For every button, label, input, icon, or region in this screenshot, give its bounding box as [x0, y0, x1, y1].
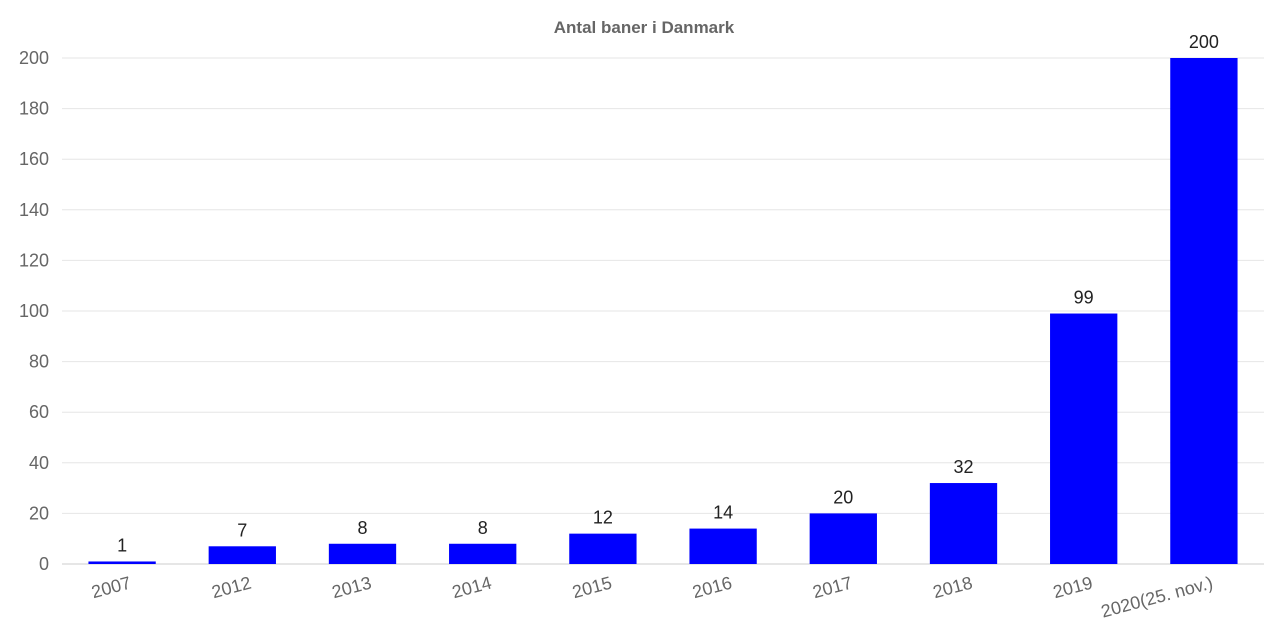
data-label: 99	[1074, 288, 1094, 308]
y-tick-label: 0	[39, 554, 49, 574]
data-label: 200	[1189, 32, 1219, 52]
y-tick-label: 100	[19, 301, 49, 321]
bar	[88, 561, 156, 564]
y-tick-label: 140	[19, 200, 49, 220]
x-tick-label: 2019	[1051, 573, 1095, 603]
x-axis-ticks: 2007 2012 2013 2014 2015 2016 2017 2018 2019 2020…	[89, 573, 1215, 622]
bar	[569, 533, 637, 564]
x-tick-label: 2013	[330, 573, 374, 603]
x-tick-label: 2014	[450, 573, 494, 603]
y-tick-label: 180	[19, 99, 49, 119]
bar	[208, 546, 276, 564]
bar	[689, 528, 757, 564]
data-label: 20	[833, 487, 853, 507]
y-tick-label: 120	[19, 250, 49, 270]
bar	[929, 483, 998, 564]
chart-title: Antal baner i Danmark	[554, 18, 735, 37]
bar	[1050, 313, 1118, 564]
y-tick-label: 80	[29, 352, 49, 372]
data-label: 12	[593, 508, 613, 528]
x-tick-label: 2020(25. nov.)	[1099, 573, 1215, 622]
data-label: 8	[357, 518, 367, 538]
bar	[809, 513, 877, 564]
data-label: 14	[713, 503, 733, 523]
data-label: 8	[478, 518, 488, 538]
data-labels: 1 7 8 8 12 14 20 32 99 200	[117, 32, 1219, 555]
x-tick-label: 2015	[570, 573, 614, 603]
data-label: 1	[117, 535, 127, 555]
x-tick-label: 2007	[89, 573, 133, 603]
bar	[1170, 58, 1238, 564]
bars	[88, 58, 1238, 564]
x-tick-label: 2017	[810, 573, 854, 603]
bar	[449, 543, 517, 564]
data-label: 7	[237, 520, 247, 540]
data-label: 32	[953, 457, 973, 477]
y-tick-label: 20	[29, 503, 49, 523]
x-tick-label: 2016	[690, 573, 734, 603]
y-tick-label: 40	[29, 453, 49, 473]
gridlines	[62, 57, 1264, 565]
x-tick-label: 2012	[209, 573, 253, 603]
bar	[328, 543, 397, 564]
y-axis-ticks: 0 20 40 60 80 100 120 140 160 180 200	[19, 48, 49, 574]
y-tick-label: 200	[19, 48, 49, 68]
y-tick-label: 60	[29, 402, 49, 422]
x-tick-label: 2018	[931, 573, 975, 603]
y-tick-label: 160	[19, 149, 49, 169]
